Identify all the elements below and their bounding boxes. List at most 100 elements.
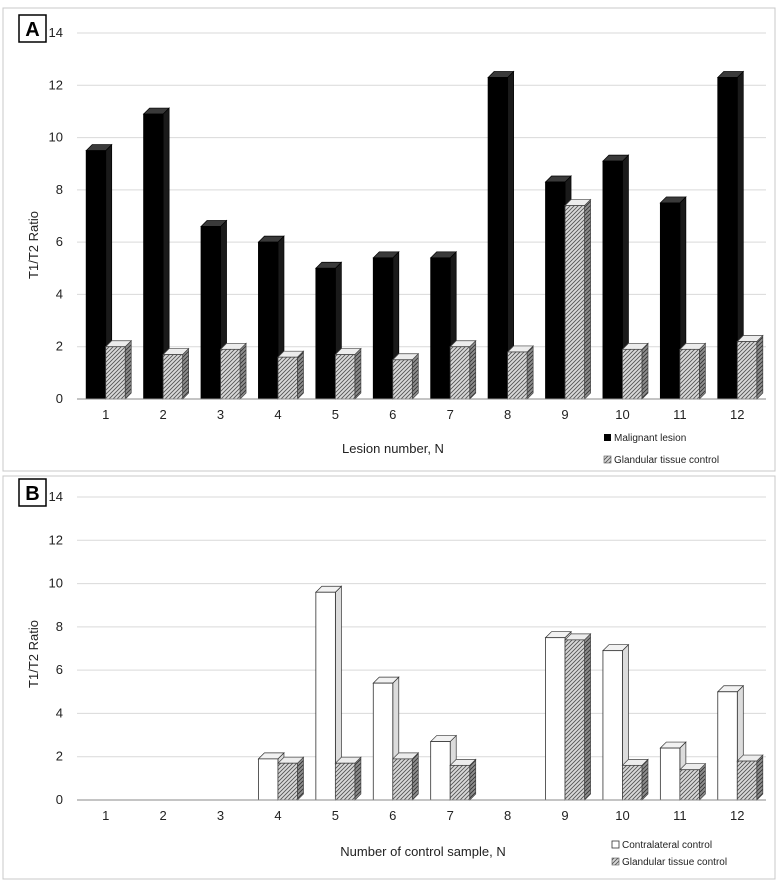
bar-side <box>239 342 247 400</box>
x-tick-label: 7 <box>447 808 454 823</box>
legend-swatch-malignant-lesion <box>604 434 611 441</box>
bar-side <box>699 342 706 400</box>
bar-side <box>526 345 534 400</box>
panel-a-frame <box>2 7 776 472</box>
y-tick-label: 6 <box>56 662 63 677</box>
bar-glandular-7 <box>449 758 477 801</box>
bar-side <box>124 339 132 400</box>
bar-front <box>679 348 700 400</box>
bar-glandular-8 <box>506 345 534 400</box>
panel-a-gridlines <box>77 32 766 348</box>
x-tick-label: 4 <box>274 808 281 823</box>
bar-side <box>584 632 591 801</box>
y-tick-label: 12 <box>49 77 63 92</box>
bar-front <box>315 591 336 801</box>
y-tick-label: 12 <box>49 532 63 547</box>
bar-side <box>354 756 362 801</box>
bar-front <box>659 747 681 801</box>
legend-swatch-contralateral-control <box>611 840 620 849</box>
bar-front <box>545 637 566 801</box>
bar-glandular-6 <box>391 352 420 400</box>
x-tick-label: 1 <box>102 407 109 422</box>
bar-front <box>162 354 184 400</box>
bar-front <box>736 760 758 801</box>
x-tick-label: 6 <box>389 808 396 823</box>
bar-glandular-12 <box>736 334 764 400</box>
y-tick-label: 8 <box>56 619 63 634</box>
bar-side <box>182 347 189 400</box>
bar-front <box>736 341 758 400</box>
bar-front <box>372 257 394 400</box>
legend-swatch-glandular-control-b <box>611 857 620 866</box>
panel-b-legend: Contralateral control Glandular tissue c… <box>611 840 727 868</box>
bar-side <box>641 758 649 801</box>
x-tick-label: 5 <box>332 407 339 422</box>
bar-front <box>315 267 336 400</box>
bar-front <box>622 348 643 400</box>
bar-side <box>641 342 649 400</box>
x-tick-label: 10 <box>615 407 629 422</box>
x-tick-label: 3 <box>217 407 224 422</box>
bar-front <box>622 764 643 801</box>
bar-side <box>584 198 591 400</box>
bar-glandular-10 <box>621 342 649 400</box>
bar-front <box>545 181 566 400</box>
bar-contralateral-5 <box>315 585 343 801</box>
x-tick-label: 8 <box>504 808 511 823</box>
x-tick-label: 9 <box>561 808 568 823</box>
bar-front <box>602 160 623 400</box>
panel-b-x-axis-label: Number of control sample, N <box>340 844 505 859</box>
bar-malignant-12 <box>716 70 745 400</box>
y-tick-label: 6 <box>56 234 63 249</box>
bar-glandular-9 <box>564 632 592 801</box>
bar-glandular-5 <box>334 347 362 400</box>
bar-side <box>297 350 304 400</box>
x-tick-label: 6 <box>389 407 396 422</box>
bar-front <box>372 682 394 801</box>
legend-label-glandular-control-a: Glandular tissue control <box>614 455 719 466</box>
bar-malignant-10 <box>602 154 630 400</box>
x-tick-label: 7 <box>447 407 454 422</box>
bar-front <box>258 241 279 400</box>
x-tick-label: 4 <box>274 407 281 422</box>
bar-side <box>756 334 764 400</box>
bar-side <box>411 752 419 801</box>
x-tick-label: 5 <box>332 808 339 823</box>
bar-malignant-11 <box>659 196 687 400</box>
bar-malignant-7 <box>429 250 458 400</box>
bar-glandular-12 <box>736 754 764 801</box>
bar-front <box>392 359 413 400</box>
bar-front <box>258 758 279 801</box>
panel-a-x-ticks: 1 2 3 4 5 6 7 8 9 10 11 12 <box>102 407 744 422</box>
bar-front <box>277 762 298 801</box>
panel-a-x-axis-label: Lesion number, N <box>342 441 444 456</box>
x-tick-label: 2 <box>160 808 167 823</box>
x-tick-label: 9 <box>561 407 568 422</box>
bar-side <box>297 756 304 801</box>
panel-b-bars <box>257 585 764 801</box>
y-tick-label: 8 <box>56 182 63 197</box>
y-tick-label: 10 <box>49 576 63 591</box>
x-tick-label: 11 <box>673 808 687 823</box>
panel-b-gridlines <box>77 496 766 758</box>
legend-label-contralateral-control: Contralateral control <box>622 840 712 851</box>
x-tick-label: 3 <box>217 808 224 823</box>
bar-front <box>430 741 451 801</box>
bar-front <box>564 639 585 801</box>
bar-front <box>449 346 471 400</box>
bar-glandular-10 <box>621 758 649 801</box>
panel-a-label: A <box>25 19 39 41</box>
bar-malignant-8 <box>487 70 515 400</box>
panel-b-label-box <box>18 478 47 507</box>
y-tick-label: 4 <box>56 286 63 301</box>
bar-front <box>392 758 413 801</box>
legend-label-glandular-control-b: Glandular tissue control <box>622 857 727 868</box>
y-tick-label: 10 <box>49 130 63 145</box>
bar-glandular-11 <box>679 762 707 801</box>
bar-malignant-1 <box>85 143 113 400</box>
y-tick-label: 0 <box>56 792 63 807</box>
bar-front <box>602 650 623 801</box>
bar-front <box>334 354 356 400</box>
